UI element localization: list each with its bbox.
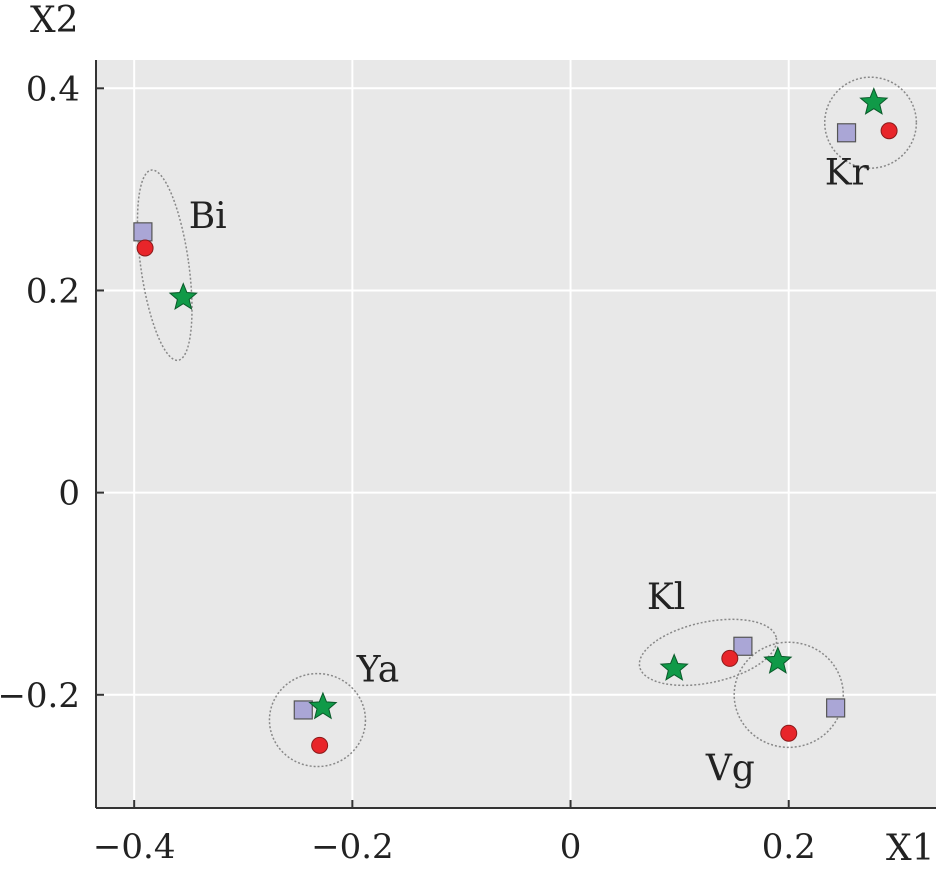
circle-point-0 — [136, 239, 154, 257]
square-point-1 — [836, 123, 857, 143]
y-axis-label: X2 — [30, 0, 79, 41]
star-point-3 — [659, 653, 689, 681]
group-ellipse-kr — [823, 76, 918, 169]
circle-point-2 — [311, 736, 329, 754]
y-tick-label-0: 0.4 — [26, 69, 80, 109]
axes — [95, 60, 936, 809]
square-point-3 — [733, 636, 753, 656]
group-label-bi: Bi — [189, 196, 227, 237]
star-point-1 — [859, 87, 889, 115]
y-tick-label-3: −0.2 — [0, 676, 80, 716]
circle-point-1 — [880, 122, 898, 140]
group-ellipse-vg — [733, 641, 845, 749]
group-label-kl: Kl — [647, 577, 685, 618]
star-point-2 — [308, 691, 338, 720]
x-tick-label-3: 0.2 — [762, 827, 816, 867]
x-tick-label-2: 0 — [560, 827, 582, 867]
group-label-kr: Kr — [825, 152, 870, 193]
grid-lines — [96, 60, 936, 808]
x-axis-label: X1 — [886, 828, 935, 869]
circle-point-4 — [780, 724, 798, 742]
star-point-4 — [763, 646, 793, 674]
plot-background — [96, 60, 936, 808]
group-ellipse-bi — [136, 169, 193, 362]
square-point-4 — [826, 698, 846, 718]
group-label-vg: Vg — [705, 749, 755, 790]
star-point-0 — [168, 282, 198, 310]
group-label-ya: Ya — [356, 650, 399, 691]
x-tick-label-1: −0.2 — [311, 827, 394, 867]
y-tick-label-1: 0.2 — [26, 271, 80, 311]
square-point-0 — [133, 222, 153, 242]
square-point-2 — [293, 700, 313, 720]
group-ellipse-ya — [268, 672, 367, 768]
y-tick-label-2: 0 — [58, 474, 80, 514]
data-points — [133, 87, 898, 754]
circle-point-3 — [721, 649, 739, 667]
x-tick-label-0: −0.4 — [93, 827, 176, 867]
tick-marks — [96, 87, 790, 808]
